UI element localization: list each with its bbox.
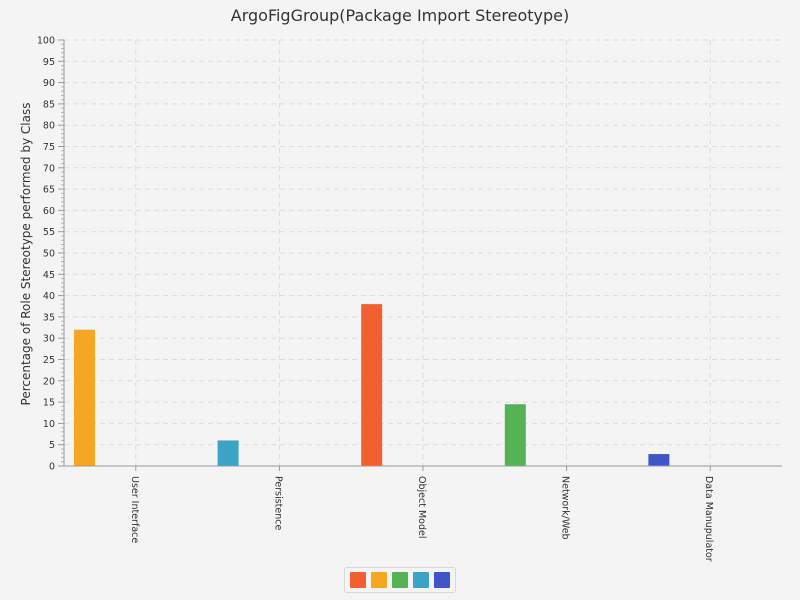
y-tick-label: 40 — [43, 291, 55, 302]
bar — [74, 329, 95, 466]
y-tick-label: 95 — [43, 57, 55, 68]
x-category-label: Data Manupulator — [703, 476, 714, 562]
x-category-label: Persistence — [272, 476, 283, 530]
y-tick-label: 30 — [43, 334, 55, 345]
legend-swatch — [350, 572, 366, 588]
y-tick-label: 0 — [49, 462, 55, 473]
y-tick-label: 60 — [43, 206, 55, 217]
y-axis: 0 5 10 15 20 25 30 35 40 45 50 55 60 65 70 75 80 85 90 95 10… — [37, 36, 65, 473]
chart-title: ArgoFigGroup(Package Import Stereotype) — [230, 6, 570, 25]
y-tick-label: 35 — [43, 312, 55, 323]
bar — [504, 404, 526, 466]
y-tick-label: 65 — [43, 185, 55, 196]
y-tick-label: 85 — [43, 99, 55, 110]
y-tick-label: 90 — [43, 78, 55, 89]
y-tick-label: 45 — [43, 270, 55, 281]
legend — [344, 567, 456, 593]
y-tick-label: 75 — [43, 142, 55, 153]
y-tick-label: 10 — [43, 419, 55, 430]
bar — [361, 304, 383, 466]
y-tick-label: 50 — [43, 249, 55, 260]
y-tick-label: 80 — [43, 121, 55, 132]
bar — [217, 440, 239, 466]
bar — [648, 454, 670, 466]
y-tick-label: 5 — [49, 440, 55, 451]
x-category-label: Object Model — [416, 476, 427, 538]
legend-swatch — [392, 572, 408, 588]
grid — [64, 39, 782, 466]
y-tick-label: 20 — [43, 376, 55, 387]
x-category-label: User Interface — [129, 476, 140, 543]
y-tick-label: 100 — [37, 36, 55, 47]
x-axis: User Interface Persistence Object Model Net… — [64, 465, 782, 562]
legend-swatch — [434, 572, 450, 588]
legend-swatch — [413, 572, 429, 588]
legend-swatch — [371, 572, 387, 588]
y-tick-label: 70 — [43, 163, 55, 174]
bars — [74, 304, 670, 466]
y-tick-label: 55 — [43, 227, 55, 238]
y-tick-label: 25 — [43, 355, 55, 366]
y-tick-label: 15 — [43, 398, 55, 409]
x-category-label: Network/Web — [560, 476, 571, 540]
